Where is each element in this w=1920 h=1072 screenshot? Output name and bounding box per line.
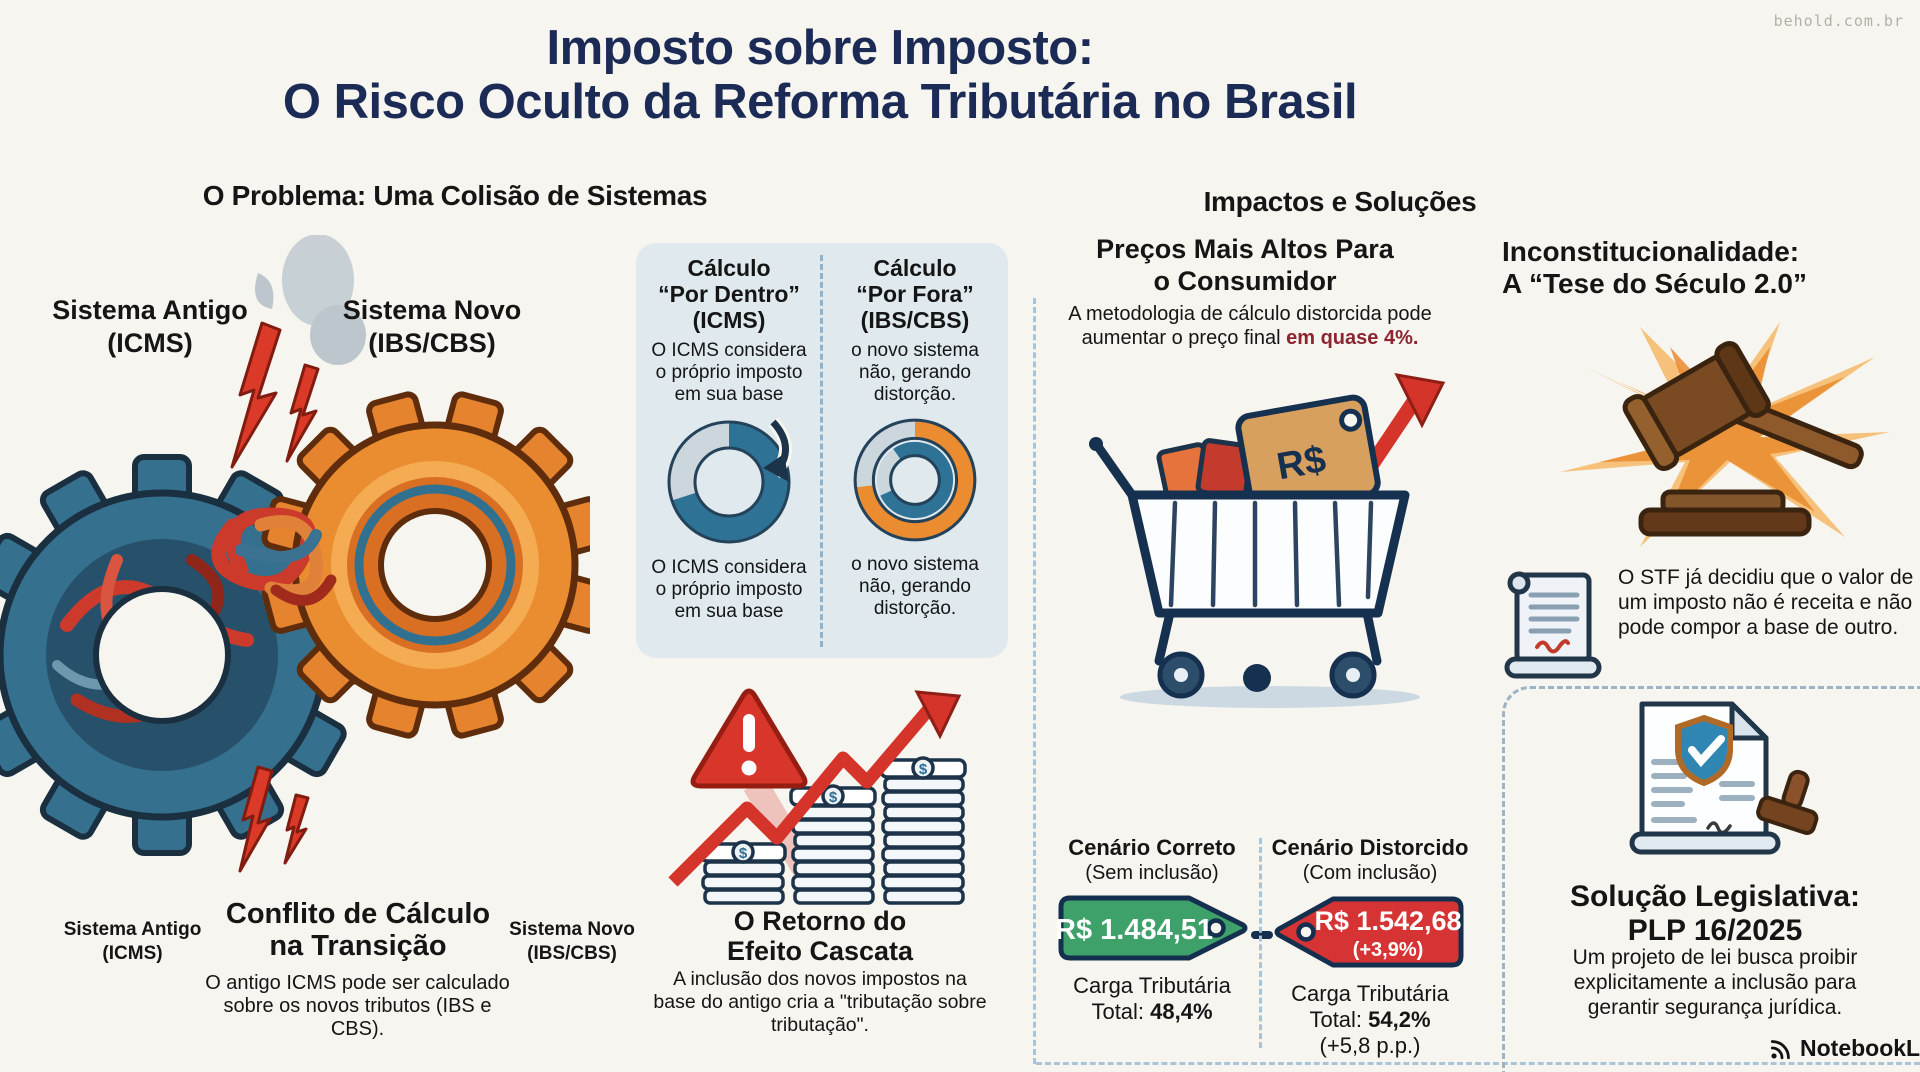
scenario-correct-caption: Carga Tributária Total: 48,4% [1073,973,1231,1025]
calc-inside-title: Cálculo “Por Dentro” (ICMS) [658,255,800,333]
calc-inside-desc-bottom: O ICMS considera o próprio imposto em su… [651,557,807,623]
gavel-illustration [1560,322,1890,547]
calc-inside-desc-top: O ICMS considera o próprio imposto em su… [651,339,807,406]
warning-triangle-icon [690,688,808,789]
stamp-icon [1756,769,1819,835]
arrow-into-base-icon [763,417,792,483]
cart-basket [1089,437,1410,666]
watermark: behold.com.br [1773,12,1904,30]
correct-price: R$ 1.484,51 [1056,914,1213,946]
calc-comparison-panel: Cálculo “Por Dentro” (ICMS) O ICMS consi… [636,243,1008,658]
burst-icon [1560,322,1890,547]
money-symbol: $ [919,761,928,778]
scroll-icon [1504,571,1602,679]
price-tag-distorted: R$ 1.542,68 (+3,9%) [1274,896,1464,968]
notebooklm-logo [1770,1040,1790,1060]
money-symbol: $ [829,789,838,806]
bottom-divider [1036,1062,1920,1065]
stf-decision-text: O STF já decidiu que o valor de um impos… [1618,566,1914,639]
scenario-correct-subtitle: (Sem inclusão) [1085,862,1219,885]
scenario-distorted-subtitle: (Com inclusão) [1302,862,1438,885]
legislative-desc: Um projeto de lei busca proibir explicit… [1572,946,1858,1019]
shopping-cart-illustration: R$ [1089,373,1446,708]
legislative-box [1502,686,1920,1072]
conflict-title: Conflito de Cálculo na Transição [225,898,491,963]
prices-desc: A metodologia de cálculo distorcida pode… [1068,303,1432,350]
branding: NotebookLM [1768,1034,1920,1062]
cascade-desc: A inclusão dos novos impostos na base do… [653,968,987,1036]
price-tag-icon: R$ [1235,394,1381,516]
scenario-distorted: Cenário Distorcido (Com inclusão) R$ 1.5… [1268,835,1472,1059]
calc-outside-desc-bottom: o novo sistema não, gerando distorção. [851,554,979,620]
old-system-label: Sistema Antigo (ICMS) [30,294,270,360]
impacts-section-header: Impactos e Soluções [1203,186,1477,217]
cart-wheels [1157,651,1377,699]
distorted-price-delta: (+3,9%) [1353,939,1424,961]
unconstitutional-title: Inconstitucionalidade: A “Tese do Século… [1502,236,1807,299]
page-title: Imposto sobre Imposto: O Risco Oculto da… [40,21,1600,130]
conflict-left-label: Sistema Antigo (ICMS) [63,919,202,964]
section-divider [1033,298,1036,1064]
rising-arrow-icon [668,690,962,887]
scenario-distorted-title: Cenário Distorcido [1271,835,1469,860]
new-system-label: Sistema Novo (IBS/CBS) [322,294,542,360]
new-system-tax: (IBS/CBS) [368,327,496,358]
calc-inside-column: Cálculo “Por Dentro” (ICMS) O ICMS consi… [636,255,822,658]
conflict-desc: O antigo ICMS pode ser calculado sobre o… [205,972,510,1041]
scenario-distorted-caption: Carga Tributária Total: 54,2% (+5,8 p.p.… [1291,981,1449,1059]
prices-desc-highlight: em quase 4%. [1286,327,1419,350]
tangle-knot-icon [211,507,337,606]
old-system-name: Sistema Antigo [52,295,248,325]
gavel-icon [1622,341,1864,537]
donut-inside-chart [667,417,792,544]
prices-title: Preços Mais Altos Para o Consumidor [1096,234,1394,296]
calc-outside-desc-top: o novo sistema não, gerando distorção. [851,339,979,406]
calc-panel-divider [820,255,823,647]
page-title-line2: O Risco Oculto da Reforma Tributária no … [282,74,1358,129]
money-stacks-icon [699,756,967,905]
cascade-title: O Retorno do Efeito Cascata [726,906,914,967]
lightning-icon [230,321,320,873]
calc-outside-title: Cálculo “Por Fora” (IBS/CBS) [856,255,974,333]
new-system-name: Sistema Novo [342,295,522,325]
smoke-icon [255,235,366,365]
distorted-price: R$ 1.542,68 [1314,906,1461,936]
money-symbol: $ [739,845,748,862]
tag-connector [1251,931,1273,939]
scenario-correct-title: Cenário Correto [1068,835,1236,860]
problem-section-header: O Problema: Uma Colisão de Sistemas [202,180,708,211]
price-tag-correct: R$ 1.484,51 [1056,895,1248,961]
donut-outside-chart [853,418,976,542]
page-title-line1: Imposto sobre Imposto: [546,21,1094,75]
calc-outside-column: Cálculo “Por Fora” (IBS/CBS) o novo sist… [822,255,1008,658]
gears-collision-illustration [0,235,590,873]
legislative-title: Solução Legislativa: PLP 16/2025 [1569,880,1861,947]
scenario-divider [1259,838,1262,1048]
approved-document-illustration [1629,701,1819,855]
conflict-right-label: Sistema Novo (IBS/CBS) [509,919,635,964]
cart-tag-label: R$ [1274,439,1329,489]
cascade-effect-illustration: $ $ $ [668,688,967,905]
branding-text: NotebookLM [1800,1034,1920,1061]
old-system-tax: (ICMS) [107,327,193,358]
scenario-correct: Cenário Correto (Sem inclusão) R$ 1.484,… [1050,835,1254,1025]
